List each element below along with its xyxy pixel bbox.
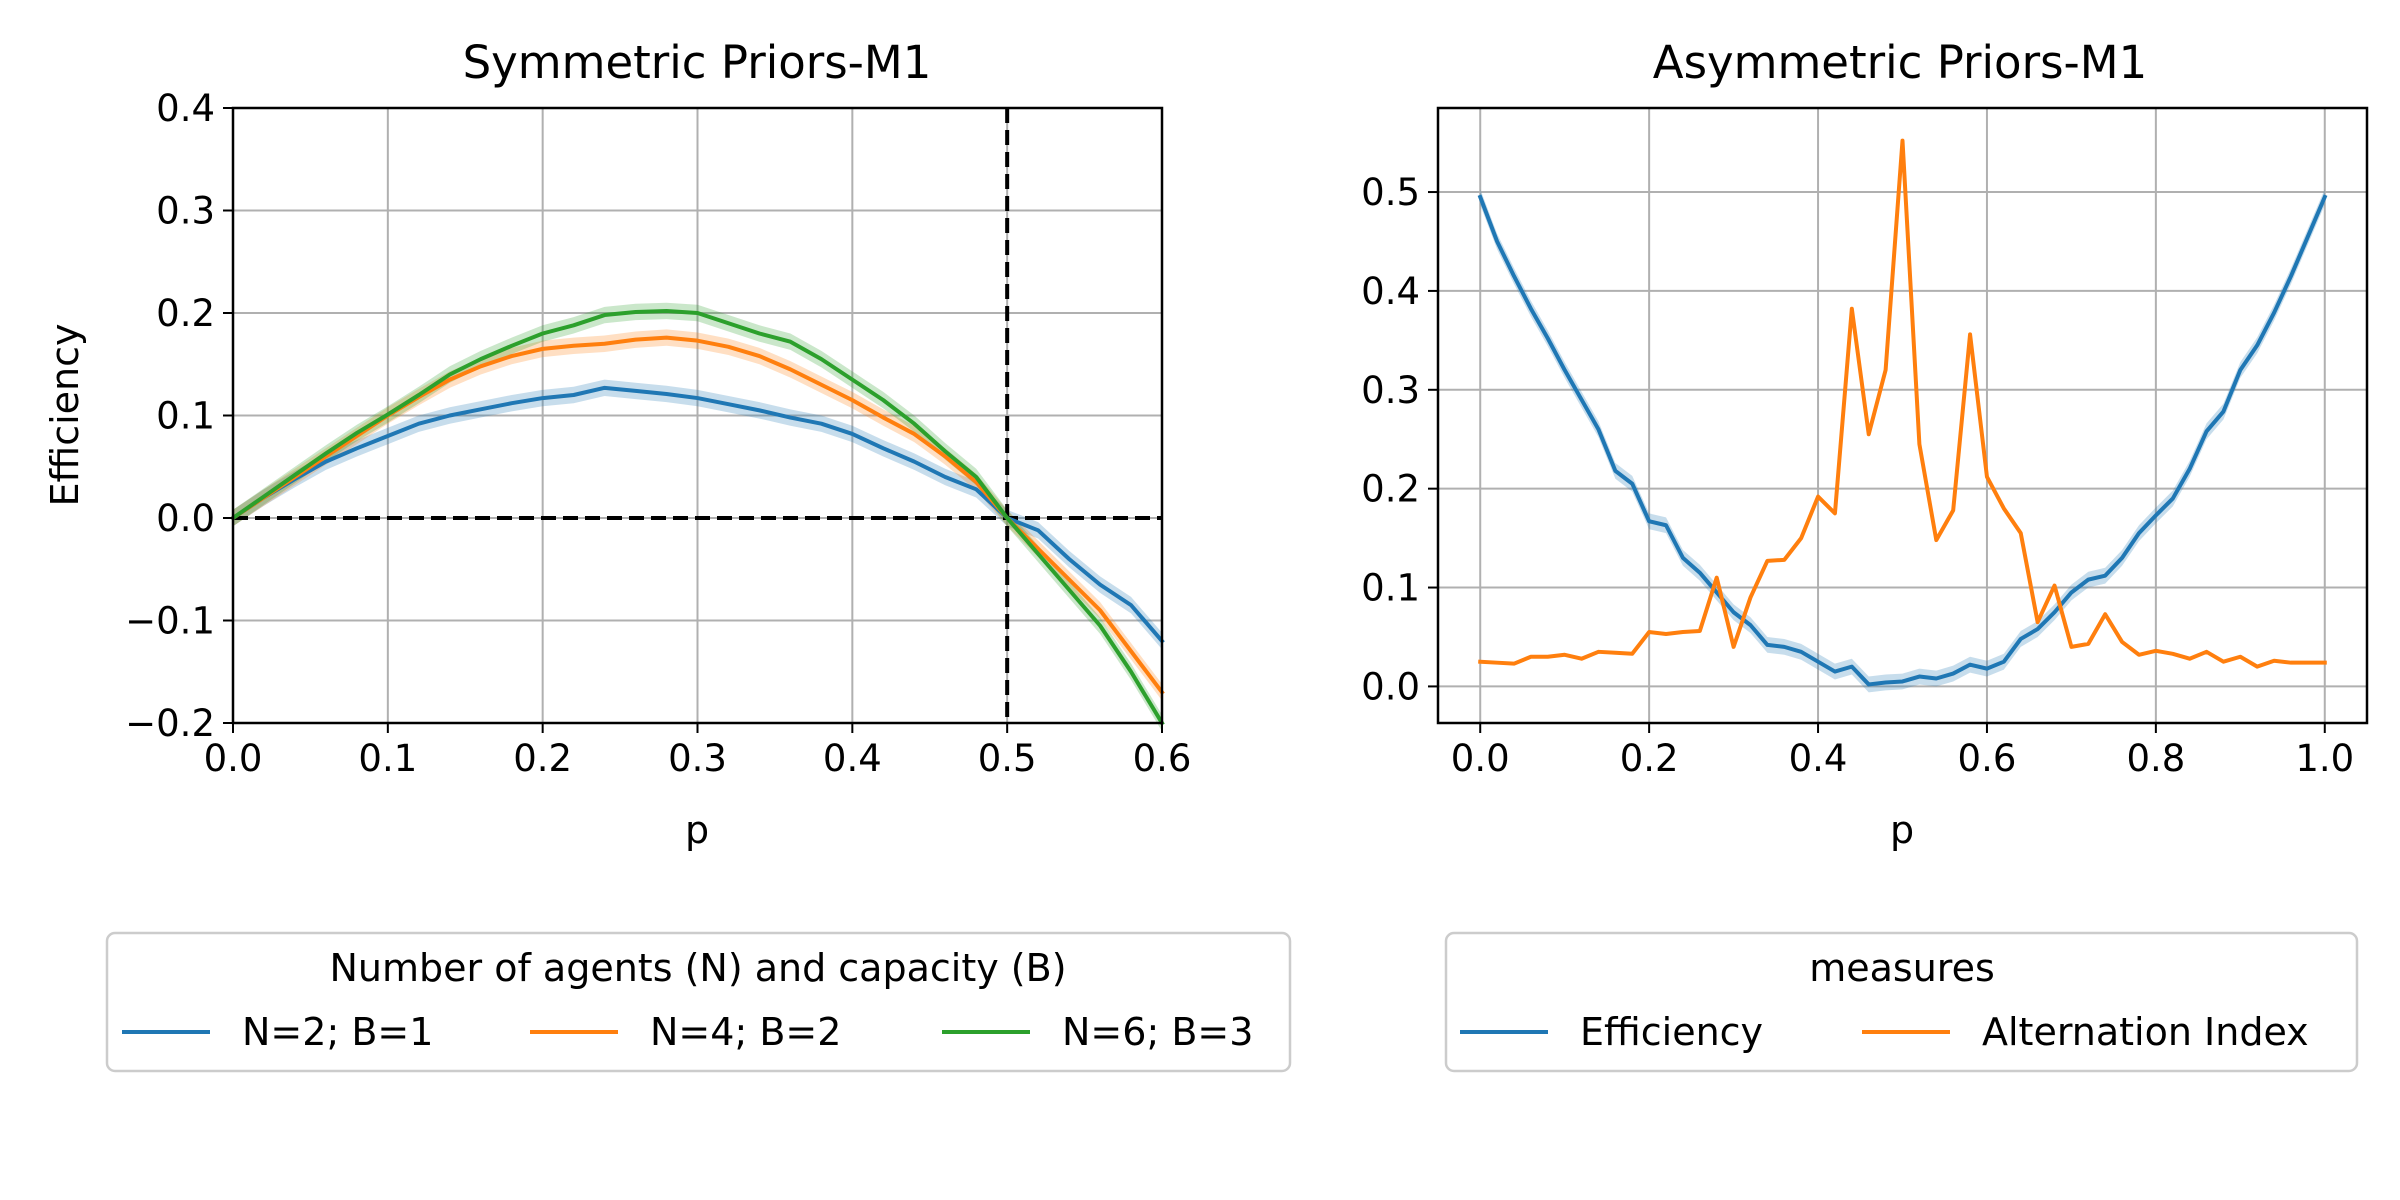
x-axis-label: p — [1890, 808, 1914, 852]
x-axis-label: p — [685, 808, 709, 852]
x-tick-label: 0.3 — [668, 737, 727, 780]
y-tick-label: −0.2 — [125, 702, 215, 745]
legend-label-n-2-b-1: N=2; B=1 — [242, 1010, 433, 1054]
legend-label-n-4-b-2: N=4; B=2 — [650, 1010, 841, 1054]
asymmetric-priors-chart: Asymmetric Priors-M1 0.0 0.2 0.4 0.6 0.8 1.0 0… — [1361, 36, 2369, 852]
y-tick-label: 0.0 — [156, 497, 215, 540]
x-tick-label: 0.4 — [1789, 737, 1848, 780]
legend-label-n-6-b-3: N=6; B=3 — [1062, 1010, 1253, 1054]
symmetric-priors-chart: Symmetric Priors-M1 0.0 0.1 0.2 0.3 0.4 0.5 0.… — [43, 36, 1191, 852]
legend-measures: measures Efficiency Alternation Index — [1444, 931, 2359, 1073]
y-tick-label: 0.3 — [156, 190, 215, 233]
x-tick-label: 0.5 — [978, 737, 1037, 780]
legend-agents-capacity: Number of agents (N) and capacity (B) N=… — [105, 931, 1292, 1073]
x-tick-label: 0.4 — [823, 737, 882, 780]
x-tick-label: 1.0 — [2295, 737, 2354, 780]
x-tick-label: 0.0 — [204, 737, 263, 780]
y-tick-label: 0.2 — [1361, 468, 1420, 511]
y-tick-label: 0.2 — [156, 292, 215, 335]
x-tick-label: 0.1 — [358, 737, 417, 780]
x-tick-label: 0.0 — [1451, 737, 1510, 780]
x-tick-label: 0.8 — [2126, 737, 2185, 780]
y-tick-label: −0.1 — [125, 600, 215, 643]
x-tick-label: 0.6 — [1133, 737, 1192, 780]
y-tick-label: 0.4 — [1361, 270, 1420, 313]
x-tick-label: 0.6 — [1958, 737, 2017, 780]
legend-title: measures — [1809, 946, 1995, 990]
x-tick-label: 0.2 — [513, 737, 572, 780]
y-tick-label: 0.1 — [1361, 567, 1420, 610]
plot-frame — [1436, 106, 2369, 725]
legend-box — [1444, 931, 2359, 1073]
chart-title: Symmetric Priors-M1 — [463, 36, 932, 89]
legend-label-alternation-index: Alternation Index — [1982, 1010, 2309, 1054]
y-tick-label: 0.1 — [156, 395, 215, 438]
chart-title: Asymmetric Priors-M1 — [1653, 36, 2147, 89]
legend-title: Number of agents (N) and capacity (B) — [329, 946, 1066, 990]
x-tick-label: 0.2 — [1620, 737, 1679, 780]
legend-label-efficiency: Efficiency — [1580, 1010, 1763, 1054]
y-tick-label: 0.3 — [1361, 369, 1420, 412]
y-tick-label: 0.5 — [1361, 171, 1420, 214]
y-axis-label: Efficiency — [43, 323, 87, 506]
y-tick-label: 0.4 — [156, 87, 215, 130]
y-tick-label: 0.0 — [1361, 665, 1420, 708]
legend-box — [105, 931, 1292, 1073]
